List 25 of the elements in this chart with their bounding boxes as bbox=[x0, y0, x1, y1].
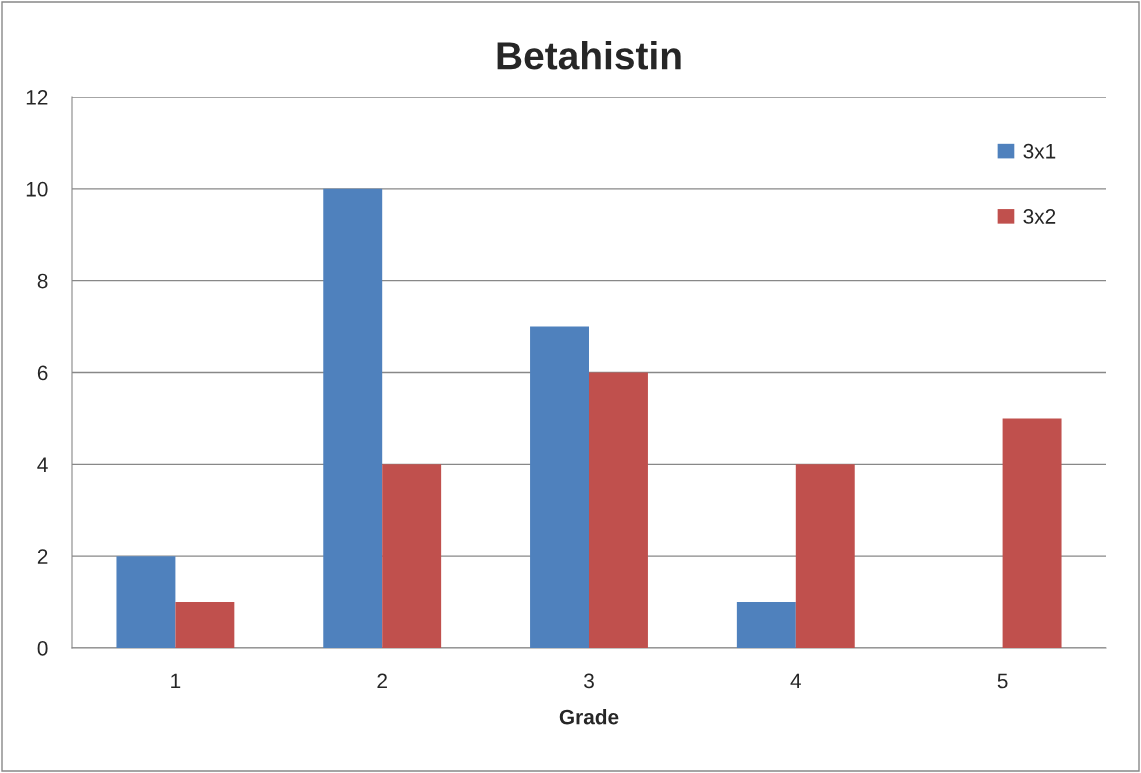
x-tick-label: 3 bbox=[584, 673, 594, 689]
legend-label: 3x1 bbox=[1023, 143, 1056, 159]
legend-label: 3x2 bbox=[1023, 209, 1056, 224]
bar bbox=[795, 464, 855, 648]
bar bbox=[589, 372, 648, 648]
bar bbox=[175, 602, 235, 648]
x-tick-label: 1 bbox=[171, 673, 181, 689]
bar bbox=[116, 556, 176, 648]
y-tick-label: 6 bbox=[37, 365, 48, 381]
chart-title: Betahistin bbox=[497, 41, 681, 70]
bar bbox=[1002, 418, 1062, 648]
bar bbox=[382, 464, 442, 648]
y-tick-label: 8 bbox=[37, 273, 48, 289]
y-tick-label: 2 bbox=[37, 549, 48, 564]
y-tick-label: 10 bbox=[26, 181, 48, 197]
bar bbox=[530, 326, 589, 648]
y-tick-label: 0 bbox=[37, 641, 48, 656]
bar bbox=[323, 188, 383, 648]
y-tick-label: 12 bbox=[26, 90, 48, 105]
x-tick-label: 4 bbox=[790, 673, 801, 689]
x-tick-label: 2 bbox=[377, 673, 387, 689]
bar bbox=[736, 602, 796, 648]
x-axis-title: Grade bbox=[559, 709, 619, 725]
y-tick-label: 4 bbox=[37, 457, 48, 472]
x-tick-label: 5 bbox=[997, 673, 1008, 689]
